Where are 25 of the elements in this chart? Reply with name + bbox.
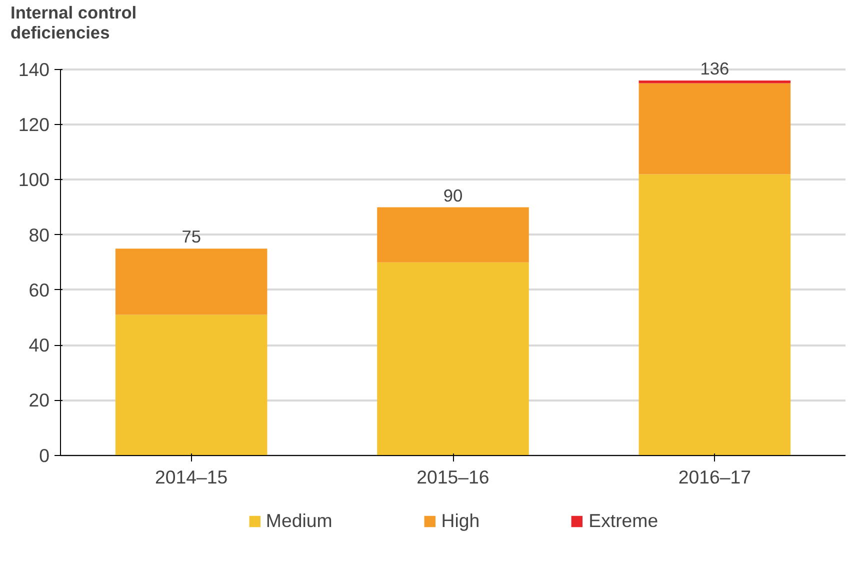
y-tick-label: 0 (39, 444, 50, 466)
bar (638, 83, 791, 174)
bar (377, 262, 529, 456)
legend-label: Medium (266, 510, 332, 532)
total-label: 90 (443, 185, 463, 206)
y-axis-title: Internal control deficiencies (10, 2, 137, 42)
bar (638, 174, 791, 456)
bar (377, 207, 529, 262)
bar (638, 80, 791, 84)
y-tick-label: 100 (18, 169, 50, 190)
y-tick-label: 60 (28, 279, 50, 300)
x-tick-label: 2015–16 (416, 466, 490, 488)
x-tick-label: 2014–15 (155, 466, 228, 488)
y-tick-label: 120 (18, 114, 50, 136)
legend-label: Extreme (588, 510, 658, 532)
bar (115, 248, 268, 315)
y-tick-label: 140 (18, 59, 50, 80)
bar (115, 314, 268, 456)
x-tick-label: 2016–17 (678, 466, 751, 488)
total-label: 75 (182, 226, 201, 247)
y-tick-label: 20 (28, 390, 50, 411)
y-tick-label: 80 (28, 224, 50, 246)
total-label: 136 (700, 58, 730, 79)
y-tick-label: 40 (28, 334, 50, 356)
legend-label: High (441, 510, 480, 532)
